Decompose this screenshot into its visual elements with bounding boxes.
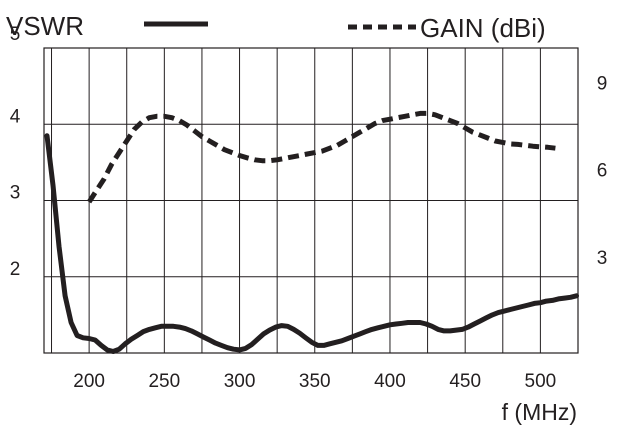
x-tick-label: 500	[525, 371, 557, 392]
y-left-tick-label: 4	[10, 106, 21, 127]
grid	[44, 48, 578, 353]
x-tick-label: 300	[224, 371, 256, 392]
x-tick-label: 250	[148, 371, 180, 392]
x-tick-label: 350	[299, 371, 331, 392]
series-gain-line	[89, 113, 555, 202]
x-axis-title: f (MHz)	[502, 399, 577, 425]
x-tick-label: 450	[449, 371, 481, 392]
y-right-tick-label: 9	[597, 74, 608, 95]
y-left-tick-label: 3	[10, 183, 21, 204]
legend-gain-label: GAIN (dBi)	[420, 13, 546, 43]
y-right-tick-label: 3	[597, 248, 608, 269]
legend: VSWR GAIN (dBi)	[6, 11, 546, 43]
y-left-tick-label: 2	[10, 259, 21, 280]
x-tick-label: 200	[73, 371, 105, 392]
legend-vswr-label: VSWR	[6, 11, 84, 41]
y-right-tick-label: 6	[597, 161, 608, 182]
x-tick-label: 400	[374, 371, 406, 392]
